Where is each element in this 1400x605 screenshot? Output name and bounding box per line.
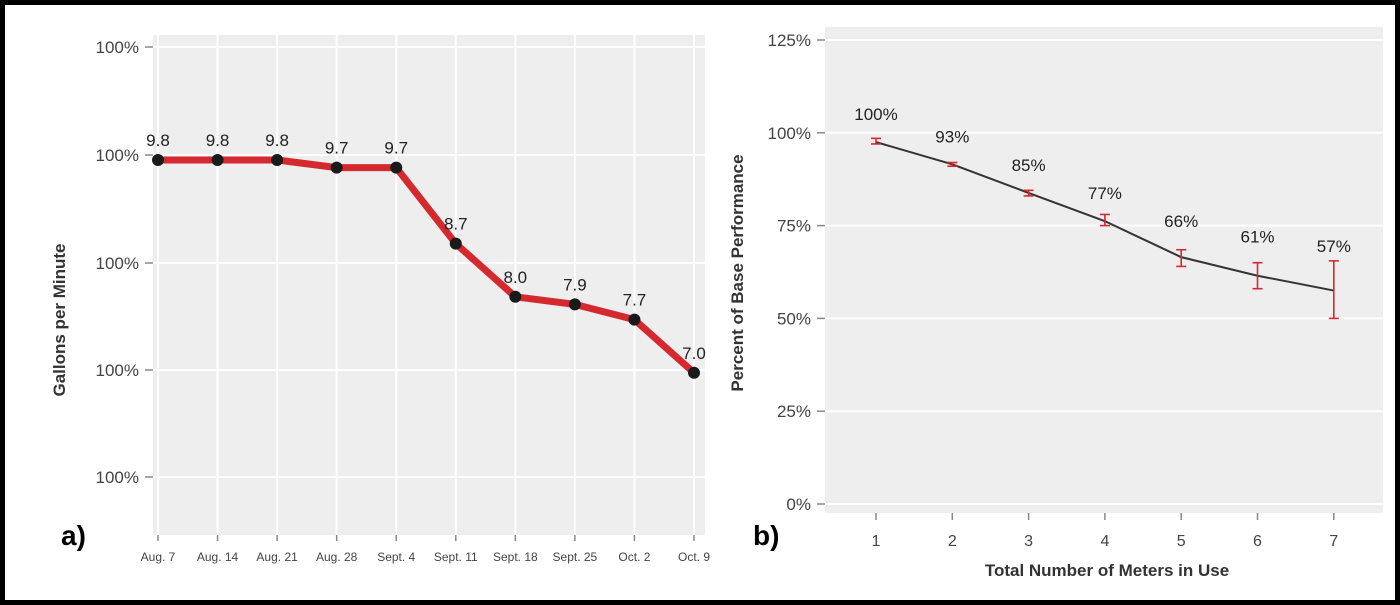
chart-b-x-tick-label: 6 — [1253, 533, 1262, 550]
chart-a-data-label: 9.8 — [265, 131, 289, 150]
chart-a-data-label: 9.7 — [384, 139, 408, 158]
chart-a-series-line — [154, 156, 698, 377]
chart-b-error-bar — [947, 161, 958, 168]
chart-b-data-label: 57% — [1317, 237, 1351, 256]
chart-a-x-tick-label: Aug. 21 — [256, 550, 298, 564]
chart-a-data-point — [688, 366, 700, 379]
chart-b-error-bar — [1176, 248, 1187, 268]
chart-b-x-tick-label: 7 — [1329, 533, 1338, 550]
chart-b-x-tick-label: 1 — [872, 533, 881, 550]
chart-b-y-tick-label: 0% — [786, 495, 811, 514]
chart-b-x-tick-label: 2 — [948, 533, 957, 550]
chart-a-data-label: 7.0 — [682, 344, 706, 363]
chart-b-plot-area — [825, 27, 1383, 513]
chart-a-y-tick-label: 100% — [96, 468, 139, 487]
chart-a-y-tick-label: 100% — [96, 254, 139, 273]
chart-b: 0% 25% 50% 75% 100% 125% 1 2 3 4 5 6 7 100% 93% 85% 77% 6… — [728, 27, 1383, 580]
chart-a-panel-label: a) — [61, 520, 86, 551]
chart-a-y-axis-title: Gallons per Minute — [50, 243, 69, 396]
chart-b-x-tick-label: 5 — [1177, 533, 1186, 550]
chart-a-x-tick-label: Aug. 7 — [141, 550, 176, 564]
chart-b-data-label: 77% — [1088, 184, 1122, 203]
chart-b-error-bar — [1252, 261, 1263, 290]
chart-a-y-tick-label: 100% — [96, 38, 139, 57]
chart-b-y-tick-label: 75% — [777, 217, 811, 236]
chart-b-data-label: 66% — [1164, 212, 1198, 231]
chart-b-panel-label: b) — [753, 520, 779, 551]
chart-a-data-point — [568, 298, 581, 311]
chart-b-data-label: 93% — [935, 127, 969, 146]
chart-b-error-bar — [871, 137, 881, 145]
chart-a-data-point — [211, 154, 224, 166]
chart-a: 100% 100% 100% 100% 100% Aug. 7 Aug. 14 Aug. 21… — [50, 35, 710, 564]
chart-a-x-tick-label: Aug. 28 — [316, 550, 358, 564]
chart-b-error-bar — [1099, 213, 1110, 227]
chart-b-y-tick-label: 100% — [768, 124, 811, 143]
chart-a-x-tick-label: Sept. 18 — [493, 550, 538, 564]
chart-a-data-point — [152, 154, 164, 166]
figure-canvas: 100% 100% 100% 100% 100% Aug. 7 Aug. 14 Aug. 21… — [50, 27, 1383, 580]
chart-b-x-tick-label: 4 — [1100, 533, 1109, 550]
chart-a-data-point — [330, 161, 343, 174]
chart-a-x-tick-label: Sept. 11 — [434, 550, 478, 564]
chart-b-data-label: 61% — [1240, 228, 1274, 247]
chart-a-y-tick-label: 100% — [96, 146, 139, 165]
chart-a-data-point — [628, 313, 641, 326]
chart-a-data-label: 9.7 — [325, 139, 349, 158]
figure-frame: 100% 100% 100% 100% 100% Aug. 7 Aug. 14 Aug. 21… — [5, 5, 1395, 600]
chart-a-data-label: 8.0 — [504, 268, 528, 287]
chart-b-y-axis-title: Percent of Base Performance — [728, 154, 747, 391]
chart-a-plot-area — [153, 35, 705, 535]
chart-a-data-point — [509, 290, 522, 303]
chart-a-data-label: 8.7 — [444, 215, 468, 234]
chart-b-y-tick-label: 125% — [768, 31, 811, 50]
chart-a-data-label: 9.8 — [206, 131, 230, 150]
chart-a-x-tick-label: Aug. 14 — [197, 550, 239, 564]
chart-a-data-point — [271, 154, 284, 166]
chart-a-data-point — [390, 161, 403, 174]
chart-b-data-label: 100% — [854, 105, 897, 124]
chart-b-data-label: 85% — [1012, 156, 1046, 175]
chart-a-data-label: 7.7 — [623, 291, 647, 310]
chart-a-data-label: 9.8 — [146, 131, 170, 150]
chart-a-x-tick-label: Oct. 9 — [678, 550, 710, 564]
chart-b-y-tick-label: 50% — [777, 309, 811, 328]
chart-a-x-tick-label: Sept. 4 — [377, 550, 415, 564]
chart-b-x-axis-title: Total Number of Meters in Use — [985, 561, 1229, 580]
chart-a-x-tick-label: Sept. 25 — [553, 550, 598, 564]
chart-a-data-label: 7.9 — [563, 275, 587, 294]
chart-a-data-point — [449, 237, 462, 250]
chart-b-error-bar — [1023, 189, 1034, 197]
chart-b-error-bar — [1328, 260, 1339, 320]
chart-a-x-tick-label: Oct. 2 — [618, 550, 650, 564]
chart-b-x-tick-label: 3 — [1024, 533, 1033, 550]
chart-a-y-tick-label: 100% — [96, 361, 139, 380]
chart-b-y-tick-label: 25% — [777, 402, 811, 421]
